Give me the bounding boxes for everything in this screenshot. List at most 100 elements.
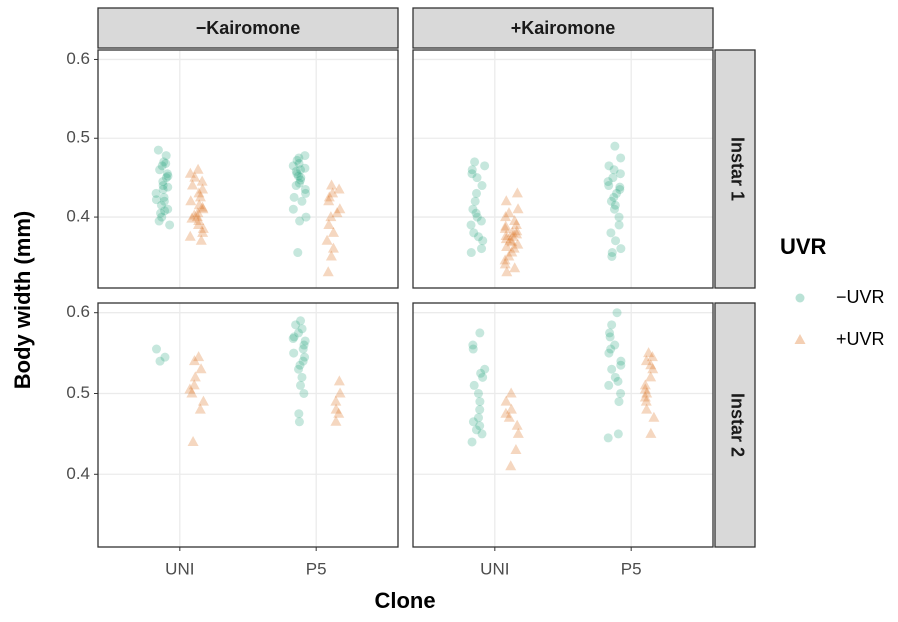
point [328,226,340,237]
point [194,191,206,202]
point [645,427,657,438]
point [471,425,481,435]
point [500,229,512,240]
point [616,388,626,398]
legend-title: UVR [780,234,827,259]
point [151,344,161,354]
point [300,184,310,194]
point [647,363,659,374]
point [609,192,619,202]
point [500,211,512,222]
x-tick-label: UNI [480,559,509,578]
point [184,167,196,178]
point [295,216,305,226]
legend-label: −UVR [836,287,885,307]
point [330,403,342,414]
x-tick-label: UNI [165,559,194,578]
point [323,218,335,229]
point [477,429,487,439]
point [499,254,511,265]
point [156,200,166,210]
point [467,165,477,175]
point [476,216,486,226]
point [468,344,478,354]
point [300,336,310,346]
point [645,359,657,370]
point [609,204,619,214]
point [301,188,311,198]
panel [413,50,713,288]
point [503,207,515,218]
point [478,372,488,382]
point [500,195,512,206]
point [641,403,653,414]
legend-key [794,334,806,344]
point [192,163,204,174]
point [160,206,170,216]
point [155,165,165,175]
point [297,372,307,382]
point [643,347,655,358]
point [607,320,617,330]
point [478,236,488,246]
point [196,201,208,212]
point [505,403,517,414]
point [508,242,520,253]
point [161,151,171,161]
point [288,204,298,214]
point [184,230,196,241]
point [503,411,515,422]
point [511,225,523,236]
point [185,195,197,206]
panel-border [412,49,714,289]
point [611,236,621,246]
point [613,429,623,439]
point [327,187,339,198]
point [605,332,615,342]
point [157,161,167,171]
panel [98,50,398,288]
point [294,153,304,163]
point [292,169,302,179]
point [325,211,337,222]
point [504,234,516,245]
point [467,437,477,447]
point [610,200,620,210]
point [294,364,304,374]
point [288,161,298,171]
point [604,161,614,171]
panel-border [97,302,399,548]
point [475,405,485,415]
y-tick-label: 0.5 [66,128,90,147]
point [300,352,310,362]
point [331,207,343,218]
point [614,220,624,230]
point [188,379,200,390]
point [480,161,490,171]
point [189,371,201,382]
point [616,356,626,366]
point [604,348,614,358]
point [505,460,517,471]
point [612,308,622,318]
point [607,248,617,258]
point [195,363,207,374]
point [296,173,306,183]
point [294,178,304,188]
point [165,220,175,230]
point [300,151,310,161]
point [159,192,169,202]
point [606,196,616,206]
strip-label: +Kairomone [511,18,616,38]
point [640,355,652,366]
strip [714,302,756,548]
point [293,248,303,258]
point [645,371,657,382]
point [194,403,206,414]
point [153,145,163,155]
point [506,226,518,237]
point [197,395,209,406]
point [509,215,521,226]
point [607,251,617,261]
y-tick-label: 0.6 [66,302,90,321]
